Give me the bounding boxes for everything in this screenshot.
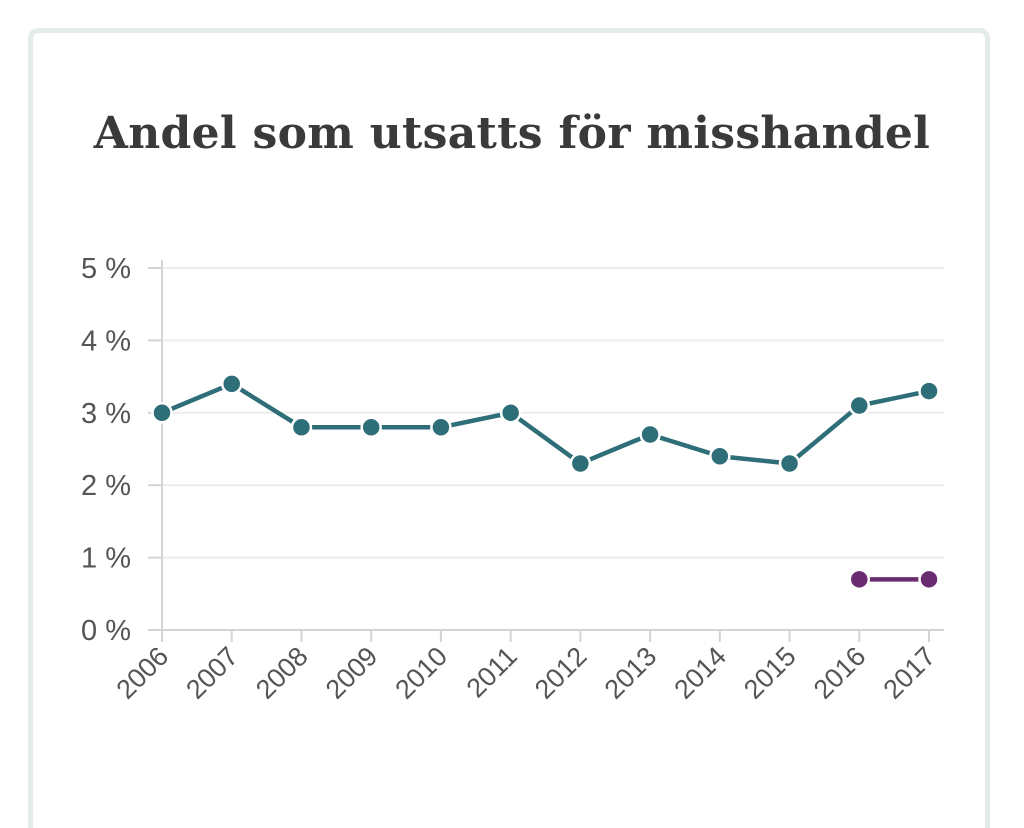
- x-tick-label: 2017: [878, 641, 942, 705]
- series-line: [159, 381, 932, 466]
- x-tick-label: 2013: [599, 641, 663, 705]
- x-tick-label: 2015: [738, 641, 802, 705]
- data-point: [430, 416, 452, 439]
- data-point: [290, 416, 313, 439]
- y-tick-label: 0 %: [81, 615, 131, 647]
- grid-lines: [162, 267, 944, 559]
- y-tick-label: 3 %: [81, 398, 131, 430]
- data-point: [220, 373, 243, 395]
- data-point: [499, 402, 522, 424]
- y-tick-labels: 0 % 1 % 2 % 3 % 4 % 5 %: [81, 253, 131, 647]
- data-point: [778, 452, 801, 475]
- data-point: [848, 568, 871, 591]
- x-tick-labels: 2006 2007 2008 2009 2010 2011 2012 2013 2014 2015…: [111, 641, 942, 705]
- chart-title: Andel som utsatts för misshandel: [93, 108, 931, 159]
- data-point: [151, 402, 173, 424]
- data-point: [360, 416, 382, 439]
- data-point: [639, 423, 661, 446]
- x-tick-label: 2008: [250, 641, 314, 705]
- x-tick-label: 2011: [461, 641, 523, 703]
- data-point: [848, 394, 871, 417]
- y-tick-label: 4 %: [81, 325, 131, 357]
- data-point: [709, 445, 731, 467]
- y-tick-label: 2 %: [81, 470, 131, 502]
- x-tick-label: 2006: [111, 641, 175, 705]
- x-tick-label: 2010: [389, 641, 453, 705]
- data-point: [569, 452, 592, 475]
- x-tick-label: 2014: [668, 641, 732, 705]
- series-2: [848, 568, 940, 591]
- y-tick-label: 5 %: [81, 253, 131, 285]
- series: [151, 373, 940, 591]
- x-tick-label: 2009: [320, 641, 384, 705]
- data-point: [918, 568, 940, 591]
- x-tick-label: 2016: [808, 641, 872, 705]
- x-tick-label: 2007: [180, 641, 244, 705]
- x-tick-label: 2012: [529, 641, 593, 705]
- y-tick-label: 1 %: [81, 543, 131, 575]
- series-1: [151, 373, 940, 475]
- axes: [148, 260, 944, 642]
- line-chart: 0 %1 %2 %3 %4 %5 % 2006 2007 2008 2009 2010 2…: [81, 253, 944, 705]
- data-point: [918, 380, 940, 402]
